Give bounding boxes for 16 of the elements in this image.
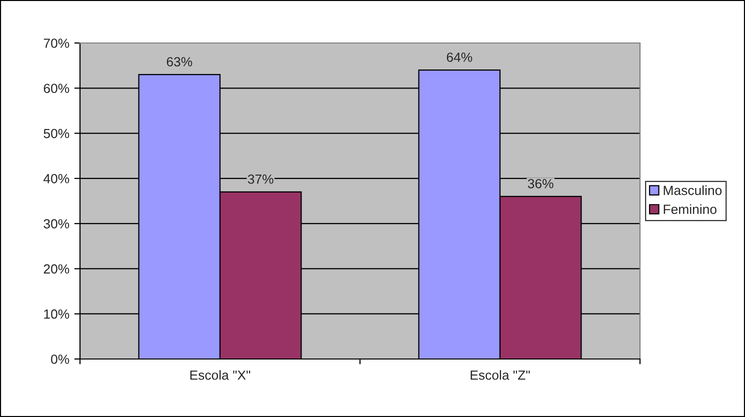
legend-label: Feminino [664,204,716,214]
data-label: 63% [166,57,192,66]
y-tick-label: 10% [44,309,70,319]
y-tick-label: 40% [43,174,70,184]
y-tick-label: 70% [44,38,70,48]
y-tick-label: 20% [44,264,70,274]
legend-label: Masculino [664,185,722,196]
x-tick-label: Escola "Z" [470,370,530,380]
x-tick-label: Escola "X" [190,370,250,380]
y-tick-label: 30% [44,219,70,228]
data-label: 36% [528,178,554,188]
data-label: 64% [446,52,472,62]
y-tick-label: 50% [44,128,70,138]
y-tick-label: 0% [51,354,70,364]
y-tick-label: 60% [44,84,70,94]
data-label: 37% [248,174,274,184]
